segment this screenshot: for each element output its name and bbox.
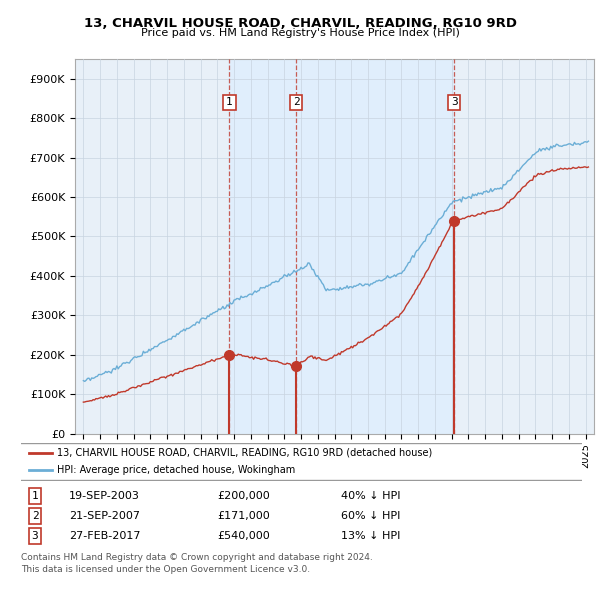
- Text: 13, CHARVIL HOUSE ROAD, CHARVIL, READING, RG10 9RD (detached house): 13, CHARVIL HOUSE ROAD, CHARVIL, READING…: [58, 448, 433, 458]
- Text: £200,000: £200,000: [217, 491, 270, 501]
- Text: This data is licensed under the Open Government Licence v3.0.: This data is licensed under the Open Gov…: [21, 565, 310, 574]
- Text: 27-FEB-2017: 27-FEB-2017: [68, 531, 140, 541]
- Bar: [229, 59, 454, 434]
- Text: 2: 2: [32, 511, 38, 521]
- Text: 21-SEP-2007: 21-SEP-2007: [68, 511, 140, 521]
- Text: 13% ↓ HPI: 13% ↓ HPI: [341, 531, 400, 541]
- Text: Price paid vs. HM Land Registry's House Price Index (HPI): Price paid vs. HM Land Registry's House …: [140, 28, 460, 38]
- Text: 13, CHARVIL HOUSE ROAD, CHARVIL, READING, RG10 9RD: 13, CHARVIL HOUSE ROAD, CHARVIL, READING…: [83, 17, 517, 30]
- Text: 2: 2: [293, 97, 300, 107]
- Text: HPI: Average price, detached house, Wokingham: HPI: Average price, detached house, Woki…: [58, 466, 296, 476]
- Text: 3: 3: [451, 97, 458, 107]
- Text: 1: 1: [32, 491, 38, 501]
- Text: 60% ↓ HPI: 60% ↓ HPI: [341, 511, 400, 521]
- Text: 40% ↓ HPI: 40% ↓ HPI: [341, 491, 400, 501]
- Text: £171,000: £171,000: [217, 511, 270, 521]
- FancyBboxPatch shape: [18, 443, 584, 480]
- Text: 19-SEP-2003: 19-SEP-2003: [68, 491, 140, 501]
- Text: 3: 3: [32, 531, 38, 541]
- Text: Contains HM Land Registry data © Crown copyright and database right 2024.: Contains HM Land Registry data © Crown c…: [21, 553, 373, 562]
- Text: £540,000: £540,000: [217, 531, 270, 541]
- Text: 1: 1: [226, 97, 233, 107]
